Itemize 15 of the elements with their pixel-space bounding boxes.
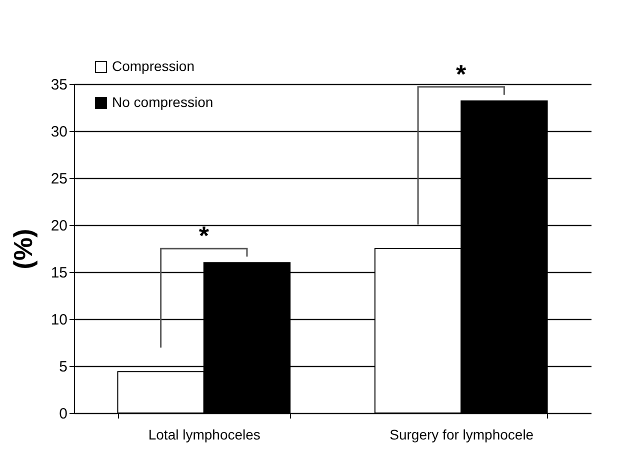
x-tick-label: Lotal lymphoceles (148, 426, 260, 442)
y-tick-label: 10 (50, 312, 68, 328)
y-tick-label: 25 (50, 170, 68, 188)
legend-label: No compression (112, 94, 214, 110)
x-tick-label: Surgery for lymphocele (390, 426, 534, 442)
y-axis-title: (%) (8, 228, 38, 270)
annotation: * (456, 58, 468, 89)
annotation: * (198, 220, 210, 251)
legend-label: Compression (112, 58, 194, 74)
y-tick-label: 30 (50, 124, 68, 140)
y-tick-label: 20 (50, 218, 68, 234)
y-tick-label: 35 (50, 76, 68, 94)
y-tick-label: 15 (50, 264, 68, 282)
y-tick-label: 0 (59, 406, 68, 422)
y-tick-label: 5 (59, 358, 68, 376)
